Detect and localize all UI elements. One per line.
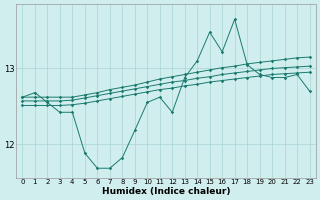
X-axis label: Humidex (Indice chaleur): Humidex (Indice chaleur) bbox=[102, 187, 230, 196]
